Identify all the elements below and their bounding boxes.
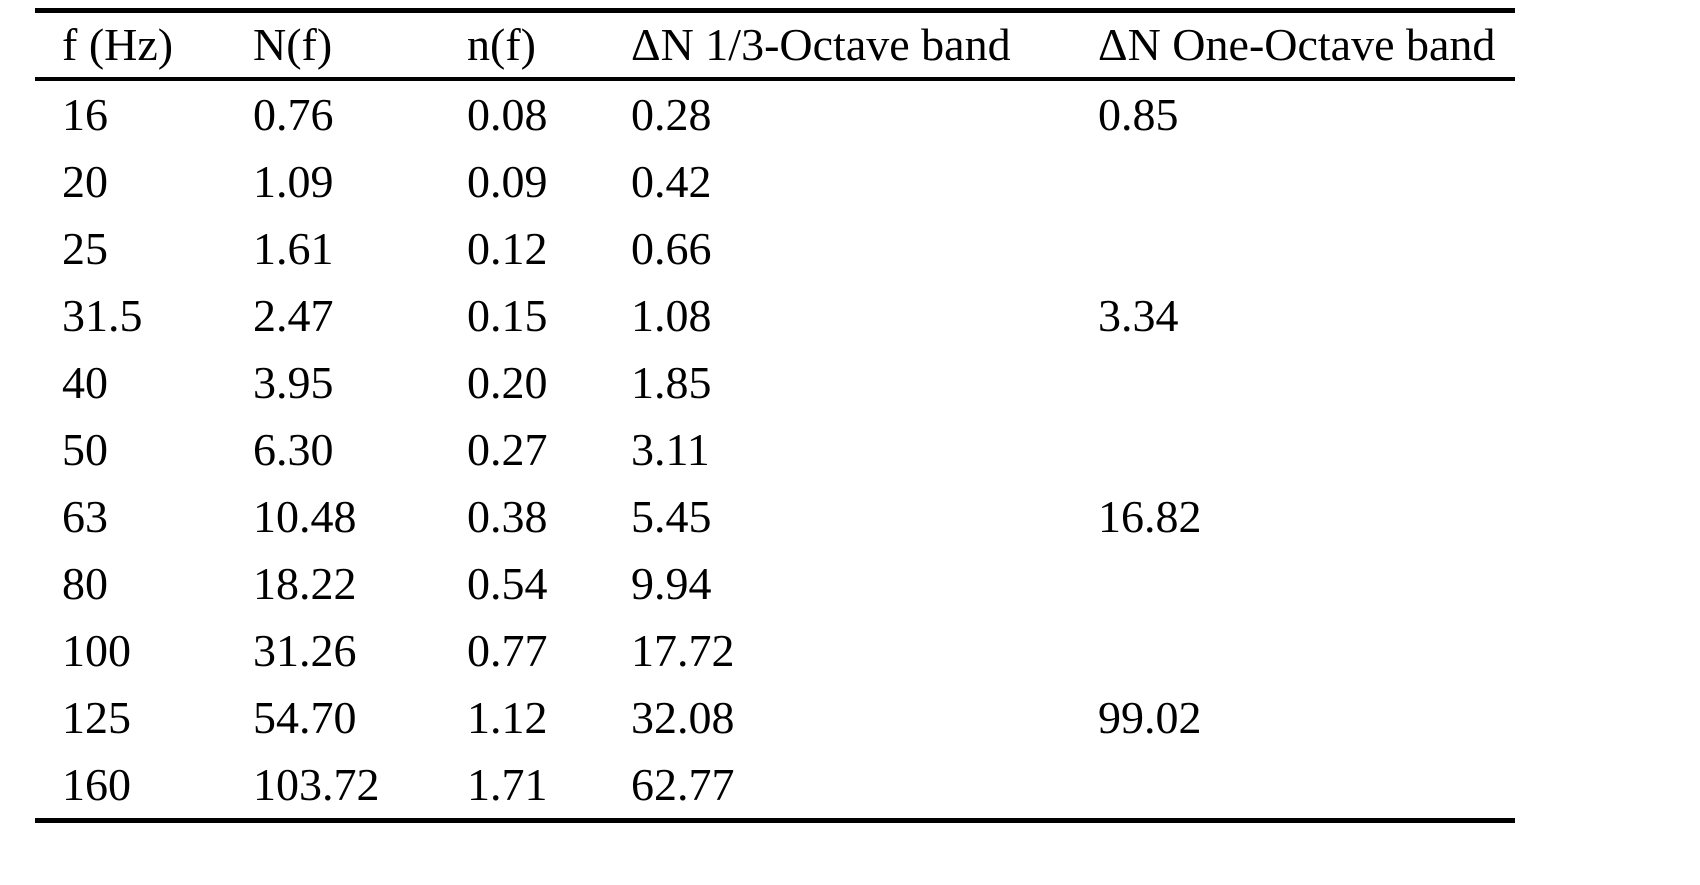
table-cell [1098,751,1515,821]
table-cell: 0.09 [467,155,548,207]
table-row: 25 1.61 0.12 0.66 [35,215,1515,282]
table-cell: 0.42 [631,155,712,207]
table-cell: 1.09 [253,155,334,207]
column-header: f (Hz) [35,10,253,81]
table-cell: 50 [62,423,108,475]
table-cell: 0.12 [467,222,548,274]
table-cell: 16.82 [1098,490,1202,542]
table-row: 63 10.48 0.38 5.45 16.82 [35,483,1515,550]
table-cell: 0.38 [467,490,548,542]
table-cell: 5.45 [631,490,712,542]
table-cell: 2.47 [253,289,334,341]
table-cell [1098,349,1515,416]
table-cell [1098,148,1515,215]
column-header: N(f) [253,10,467,81]
table-row: 16 0.76 0.08 0.28 0.85 [35,79,1515,148]
table-row: 160 103.72 1.71 62.77 [35,751,1515,821]
table-cell: 63 [62,490,108,542]
table-row: 100 31.26 0.77 17.72 [35,617,1515,684]
table-cell [1098,215,1515,282]
table-row: 125 54.70 1.12 32.08 99.02 [35,684,1515,751]
table-cell: 40 [62,356,108,408]
table-cell: 25 [62,222,108,274]
table-cell: 20 [62,155,108,207]
table-cell: 3.11 [631,423,710,475]
table-header-row: f (Hz) N(f) n(f) ΔN 1/3-Octave band ΔN One-O… [35,10,1515,81]
table-cell: 17.72 [631,624,735,676]
table-cell: 10.48 [253,490,357,542]
table-cell: 1.08 [631,289,712,341]
table-header: f (Hz) N(f) n(f) ΔN 1/3-Octave band ΔN One-O… [35,10,1515,81]
octave-band-loudness-table: f (Hz) N(f) n(f) ΔN 1/3-Octave band ΔN One-O… [35,8,1515,823]
table-cell: 1.61 [253,222,334,274]
table-row: 50 6.30 0.27 3.11 [35,416,1515,483]
table-cell: 0.27 [467,423,548,475]
table-cell: 0.66 [631,222,712,274]
table-cell: 3.95 [253,356,334,408]
table-row: 80 18.22 0.54 9.94 [35,550,1515,617]
table-cell: 32.08 [631,691,735,743]
table-row: 20 1.09 0.09 0.42 [35,148,1515,215]
table-cell: 0.85 [1098,88,1179,140]
table-cell: 80 [62,557,108,609]
table-row: 31.5 2.47 0.15 1.08 3.34 [35,282,1515,349]
table-cell: 125 [62,691,131,743]
table-cell: 0.54 [467,557,548,609]
table-cell [1098,416,1515,483]
table-cell: 0.76 [253,88,334,140]
column-header: ΔN 1/3-Octave band [631,10,1098,81]
table-cell: 62.77 [631,758,735,810]
table-cell: 6.30 [253,423,334,475]
table-cell: 160 [62,758,131,810]
table-cell [1098,617,1515,684]
table-cell: 18.22 [253,557,357,609]
table-cell: 9.94 [631,557,712,609]
table-row: 40 3.95 0.20 1.85 [35,349,1515,416]
table-cell: 0.15 [467,289,548,341]
table-cell: 31.26 [253,624,357,676]
table-cell: 31.5 [62,289,143,341]
table-cell: 99.02 [1098,691,1202,743]
table-cell: 0.28 [631,88,712,140]
table-cell: 0.08 [467,88,548,140]
table-cell: 3.34 [1098,289,1179,341]
table-cell: 54.70 [253,691,357,743]
table-cell: 1.12 [467,691,548,743]
table-cell: 1.85 [631,356,712,408]
table-cell: 1.71 [467,758,548,810]
table-body: 16 0.76 0.08 0.28 0.85 20 1.09 0.09 0.42 25 1.61 0.… [35,79,1515,821]
table-cell [1098,550,1515,617]
column-header: ΔN One-Octave band [1098,10,1515,81]
table-cell: 0.20 [467,356,548,408]
column-header: n(f) [467,10,631,81]
table-cell: 100 [62,624,131,676]
table-cell: 103.72 [253,758,380,810]
table-cell: 0.77 [467,624,548,676]
table-cell: 16 [62,88,108,140]
